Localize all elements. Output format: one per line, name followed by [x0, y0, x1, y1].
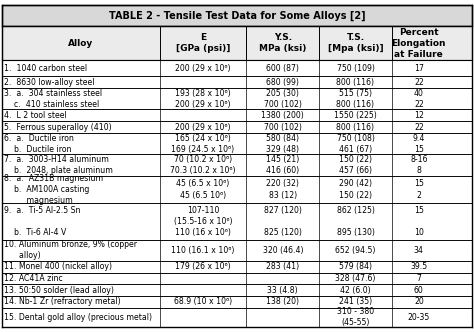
Text: 310 - 380
(45-55): 310 - 380 (45-55)	[337, 307, 374, 327]
Text: 3.  a.  304 stainless steel
    c.  410 stainless steel: 3. a. 304 stainless steel c. 410 stainle…	[4, 89, 102, 109]
Text: 241 (35): 241 (35)	[339, 297, 372, 306]
Bar	[2, 76, 472, 88]
Bar	[2, 133, 472, 154]
Text: E
[GPa (psi)]: E [GPa (psi)]	[176, 33, 230, 53]
Bar	[2, 26, 472, 60]
Text: 14. Nb-1 Zr (refractory metal): 14. Nb-1 Zr (refractory metal)	[4, 297, 121, 306]
Text: 60: 60	[414, 286, 424, 295]
Text: 150 (22)
457 (66): 150 (22) 457 (66)	[339, 155, 372, 175]
Text: 205 (30)
700 (102): 205 (30) 700 (102)	[264, 89, 301, 109]
Text: 283 (41): 283 (41)	[266, 262, 299, 271]
Bar	[2, 240, 472, 261]
Text: 700 (102): 700 (102)	[264, 123, 301, 131]
Text: 15
2: 15 2	[414, 179, 424, 200]
Text: 220 (32)
83 (12): 220 (32) 83 (12)	[266, 179, 299, 200]
Text: 200 (29 x 10⁶): 200 (29 x 10⁶)	[175, 123, 231, 131]
Text: 1380 (200): 1380 (200)	[261, 111, 304, 120]
Text: 22: 22	[414, 78, 424, 87]
Text: 515 (75)
800 (116): 515 (75) 800 (116)	[337, 89, 374, 109]
Text: 6.  a.  Ductile iron
    b.  Ductile iron: 6. a. Ductile iron b. Ductile iron	[4, 133, 74, 154]
Text: 827 (120)

825 (120): 827 (120) 825 (120)	[264, 206, 301, 237]
Bar	[2, 261, 472, 273]
Text: 580 (84)
329 (48): 580 (84) 329 (48)	[266, 133, 299, 154]
Text: 20: 20	[414, 297, 424, 306]
Text: 10. Aluminum bronze, 9% (copper
      alloy): 10. Aluminum bronze, 9% (copper alloy)	[4, 240, 137, 260]
Text: 12: 12	[414, 111, 424, 120]
Text: 13. 50:50 solder (lead alloy): 13. 50:50 solder (lead alloy)	[4, 286, 114, 295]
Text: 862 (125)

895 (130): 862 (125) 895 (130)	[337, 206, 374, 237]
Text: 800 (116): 800 (116)	[337, 78, 374, 87]
Text: 20-35: 20-35	[408, 313, 430, 322]
Bar	[2, 308, 472, 327]
Bar	[2, 285, 472, 296]
Text: 9.4
15: 9.4 15	[413, 133, 425, 154]
Text: 5.  Ferrous superalloy (410): 5. Ferrous superalloy (410)	[4, 123, 112, 131]
Text: 7.  a.  3003-H14 aluminum
    b.  2048, plate aluminum: 7. a. 3003-H14 aluminum b. 2048, plate a…	[4, 155, 113, 175]
Text: 15. Dental gold alloy (precious metal): 15. Dental gold alloy (precious metal)	[4, 313, 152, 322]
Text: 290 (42)
150 (22): 290 (42) 150 (22)	[339, 179, 372, 200]
Text: 68.9 (10 x 10⁶): 68.9 (10 x 10⁶)	[174, 297, 232, 306]
Bar	[2, 121, 472, 133]
Text: 320 (46.4): 320 (46.4)	[263, 246, 303, 255]
Bar	[2, 110, 472, 121]
Text: 328 (47.6): 328 (47.6)	[335, 274, 376, 283]
Text: 1550 (225): 1550 (225)	[334, 111, 377, 120]
Text: 12. AC41A zinc: 12. AC41A zinc	[4, 274, 63, 283]
Text: 45 (6.5 x 10⁶)
45 (6.5 10⁶): 45 (6.5 x 10⁶) 45 (6.5 10⁶)	[176, 179, 229, 200]
Text: 8-16
8: 8-16 8	[410, 155, 428, 175]
Bar	[2, 5, 472, 26]
Bar	[2, 273, 472, 285]
Text: 138 (20): 138 (20)	[266, 297, 299, 306]
Bar	[2, 176, 472, 203]
Text: Y.S.
MPa (ksi): Y.S. MPa (ksi)	[259, 33, 306, 53]
Text: 107-110
(15.5-16 x 10⁶)
110 (16 x 10⁶): 107-110 (15.5-16 x 10⁶) 110 (16 x 10⁶)	[174, 206, 232, 237]
Text: 4.  L 2 tool steel: 4. L 2 tool steel	[4, 111, 67, 120]
Text: 17: 17	[414, 64, 424, 73]
Text: 34: 34	[414, 246, 424, 255]
Text: TABLE 2 - Tensile Test Data for Some Alloys [2]: TABLE 2 - Tensile Test Data for Some All…	[109, 11, 365, 21]
Bar	[2, 154, 472, 176]
Text: 42 (6.0): 42 (6.0)	[340, 286, 371, 295]
Bar	[2, 88, 472, 110]
Text: 600 (87): 600 (87)	[266, 64, 299, 73]
Text: 652 (94.5): 652 (94.5)	[335, 246, 376, 255]
Bar	[2, 296, 472, 308]
Text: 9.  a.  Ti-5 Al-2.5 Sn

    b.  Ti-6 Al-4 V: 9. a. Ti-5 Al-2.5 Sn b. Ti-6 Al-4 V	[4, 206, 81, 237]
Bar	[2, 203, 472, 240]
Text: 179 (26 x 10⁶): 179 (26 x 10⁶)	[175, 262, 231, 271]
Text: 680 (99): 680 (99)	[266, 78, 299, 87]
Text: T.S.
[Mpa (ksi)]: T.S. [Mpa (ksi)]	[328, 33, 383, 53]
Text: 145 (21)
416 (60): 145 (21) 416 (60)	[266, 155, 300, 175]
Text: 110 (16.1 x 10⁶): 110 (16.1 x 10⁶)	[171, 246, 235, 255]
Text: 165 (24 x 10⁶)
169 (24.5 x 10⁶): 165 (24 x 10⁶) 169 (24.5 x 10⁶)	[172, 133, 235, 154]
Text: 40
22: 40 22	[414, 89, 424, 109]
Text: 33 (4.8): 33 (4.8)	[267, 286, 298, 295]
Text: 200 (29 x 10⁶): 200 (29 x 10⁶)	[175, 64, 231, 73]
Text: 15

10: 15 10	[414, 206, 424, 237]
Text: 193 (28 x 10⁶)
200 (29 x 10⁶): 193 (28 x 10⁶) 200 (29 x 10⁶)	[175, 89, 231, 109]
Text: 2.  8630 low-alloy steel: 2. 8630 low-alloy steel	[4, 78, 95, 87]
Text: Alloy: Alloy	[68, 39, 93, 48]
Text: 22: 22	[414, 123, 424, 131]
Text: 750 (109): 750 (109)	[337, 64, 374, 73]
Text: 39.5: 39.5	[410, 262, 428, 271]
Text: 11. Monel 400 (nickel alloy): 11. Monel 400 (nickel alloy)	[4, 262, 112, 271]
Text: 70 (10.2 x 10⁶)
70.3 (10.2 x 10⁶): 70 (10.2 x 10⁶) 70.3 (10.2 x 10⁶)	[170, 155, 236, 175]
Text: 579 (84): 579 (84)	[339, 262, 372, 271]
Text: Percent
Elongation
at Failure: Percent Elongation at Failure	[392, 28, 446, 59]
Text: 750 (108)
461 (67): 750 (108) 461 (67)	[337, 133, 374, 154]
Text: 8.  a.  AZ31B magnesium
    b.  AM100A casting
         magnesium: 8. a. AZ31B magnesium b. AM100A casting …	[4, 174, 103, 205]
Bar	[2, 60, 472, 76]
Text: 800 (116): 800 (116)	[337, 123, 374, 131]
Text: 7: 7	[416, 274, 421, 283]
Text: 1.  1040 carbon steel: 1. 1040 carbon steel	[4, 64, 87, 73]
